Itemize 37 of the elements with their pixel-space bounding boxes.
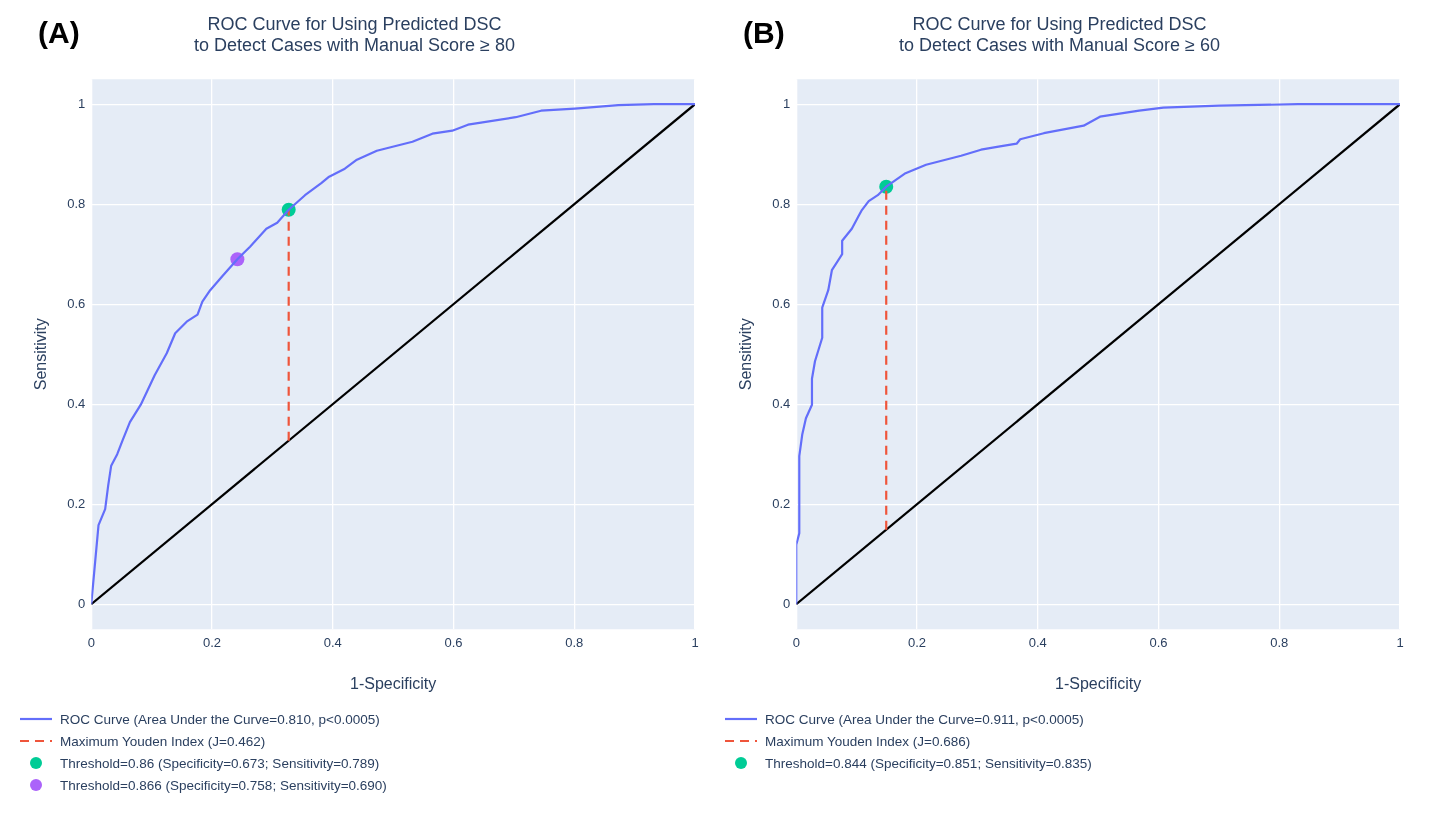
x-tick-label: 0.2 bbox=[907, 634, 927, 650]
x-axis-title: 1-Specificity bbox=[1055, 674, 1142, 692]
y-tick-label: 1 bbox=[783, 95, 791, 111]
legend-label: ROC Curve (Area Under the Curve=0.810, p<0.0005) bbox=[60, 711, 380, 727]
text: (B) bbox=[743, 16, 785, 50]
x-tick-label: 0.8 bbox=[565, 634, 584, 650]
y-tick-label: 0.6 bbox=[67, 295, 86, 311]
x-tick-label: 0.2 bbox=[202, 634, 222, 650]
y-tick-label: 1 bbox=[78, 95, 86, 111]
x-tick-label: 0.8 bbox=[1270, 634, 1289, 650]
x-tick-label: 0.4 bbox=[1028, 634, 1047, 650]
y-tick-label: 0.8 bbox=[67, 195, 86, 211]
text: (A) bbox=[38, 16, 80, 50]
y-tick-label: 0.4 bbox=[67, 395, 86, 411]
legend-label: Threshold=0.86 (Specificity=0.673; Sensitivity=0.789) bbox=[60, 755, 380, 771]
y-axis-title: Sensitivity bbox=[737, 318, 755, 391]
y-tick-label: 0.2 bbox=[772, 495, 791, 511]
x-tick-label: 0.4 bbox=[323, 634, 342, 650]
y-tick-label: 0.2 bbox=[67, 495, 86, 511]
y-tick-label: 0.8 bbox=[772, 195, 791, 211]
legend-label: ROC Curve (Area Under the Curve=0.911, p<0.0005) bbox=[765, 711, 1084, 727]
legend-label: Threshold=0.866 (Specificity=0.758; Sensitivity=0.690) bbox=[60, 777, 387, 793]
y-axis-title: Sensitivity bbox=[32, 318, 50, 391]
chart-title: ROC Curve for Using Predicted DSC to Detect Cases with Manual Score ≥ 80 bbox=[193, 13, 516, 56]
x-tick-label: 1 bbox=[1396, 634, 1404, 650]
legend-label: Maximum Youden Index (J=0.462) bbox=[60, 733, 266, 749]
y-tick-label: 0 bbox=[783, 595, 791, 611]
x-tick-label: 1 bbox=[691, 634, 699, 650]
x-tick-label: 0.6 bbox=[444, 634, 463, 650]
y-tick-label: 0.4 bbox=[772, 395, 791, 411]
legend-label: Threshold=0.844 (Specificity=0.851; Sensitivity=0.835) bbox=[765, 755, 1092, 771]
x-tick-label: 0.6 bbox=[1149, 634, 1168, 650]
y-tick-label: 0 bbox=[78, 595, 86, 611]
x-axis-title: 1-Specificity bbox=[350, 674, 437, 692]
legend-label: Maximum Youden Index (J=0.686) bbox=[765, 733, 971, 749]
chart-title: ROC Curve for Using Predicted DSC to Detect Cases with Manual Score ≥ 60 bbox=[898, 13, 1221, 56]
y-tick-label: 0.6 bbox=[772, 295, 791, 311]
